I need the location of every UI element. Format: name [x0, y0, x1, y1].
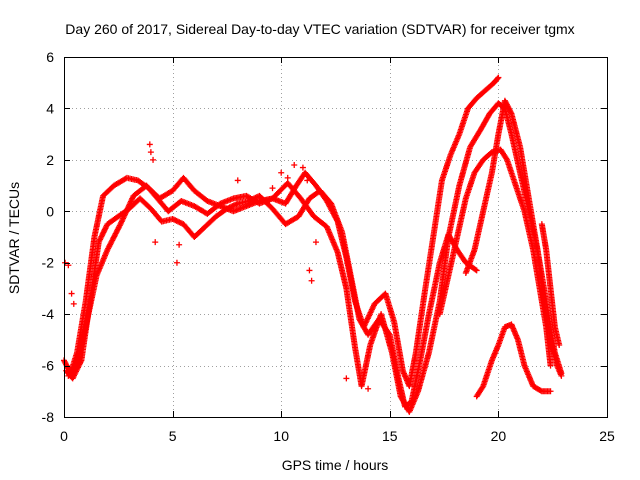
y-tick-label: 2: [46, 152, 54, 168]
data-point-track-d: [547, 362, 554, 369]
data-point-track-a: [494, 75, 501, 82]
y-tick-label: 0: [46, 203, 54, 219]
y-tick-label: -6: [42, 358, 55, 374]
data-point-outlier: [308, 277, 315, 284]
data-point-track-f: [558, 372, 565, 379]
x-tick-label: 10: [273, 428, 289, 444]
data-point-track-g: [556, 342, 563, 348]
data-point-outlier: [269, 185, 276, 192]
data-point-outlier: [234, 177, 241, 184]
y-tick-label: -2: [42, 255, 55, 271]
data-point-outlier: [284, 174, 291, 181]
data-point-outlier: [176, 241, 183, 248]
data-points: [61, 74, 565, 415]
data-point-outlier: [173, 259, 180, 266]
data-point-track-e: [537, 387, 544, 394]
data-point-outlier: [304, 177, 311, 184]
x-axis-label: GPS time / hours: [282, 457, 389, 473]
data-point-outlier: [291, 162, 298, 168]
x-tick-label: 20: [491, 428, 507, 444]
data-point-outlier: [278, 169, 285, 176]
y-tick-label: -4: [42, 306, 55, 322]
data-point-outlier: [147, 149, 154, 156]
x-tick-label: 15: [382, 428, 398, 444]
axis-ticks: 0 5 10 15 20 25 -8 -6 -4 -2 0 2 4 6: [42, 49, 615, 444]
data-point-outlier: [365, 385, 372, 392]
y-tick-label: 4: [46, 100, 54, 116]
data-point-outlier: [70, 300, 77, 307]
data-point-track-f: [507, 109, 514, 116]
data-point-outlier: [68, 290, 75, 297]
y-tick-label: 6: [46, 49, 54, 65]
x-tick-label: 0: [60, 428, 68, 444]
data-point-outlier: [146, 141, 153, 148]
data-point-outlier: [62, 259, 69, 266]
data-point-track-d: [503, 155, 510, 162]
data-point-track-e: [547, 388, 554, 395]
data-point-track-a: [495, 74, 502, 81]
data-point-outlier: [312, 239, 319, 246]
data-point-track-c: [73, 363, 80, 370]
data-point-outlier: [150, 156, 157, 163]
plot-frame: [64, 57, 608, 418]
data-point-track-b: [472, 266, 479, 273]
data-point-outlier: [306, 267, 313, 274]
data-point-outlier: [152, 239, 159, 246]
data-point-outlier: [299, 164, 306, 171]
y-axis-label: SDTVAR / TECUs: [6, 182, 22, 294]
chart-title: Day 260 of 2017, Sidereal Day-to-day VTE…: [65, 21, 574, 37]
data-point-track-b: [473, 267, 480, 274]
data-point-outlier: [343, 375, 350, 382]
x-tick-label: 25: [599, 428, 615, 444]
x-tick-label: 5: [169, 428, 177, 444]
data-point-track-e: [479, 384, 486, 391]
y-tick-label: -8: [42, 409, 55, 425]
